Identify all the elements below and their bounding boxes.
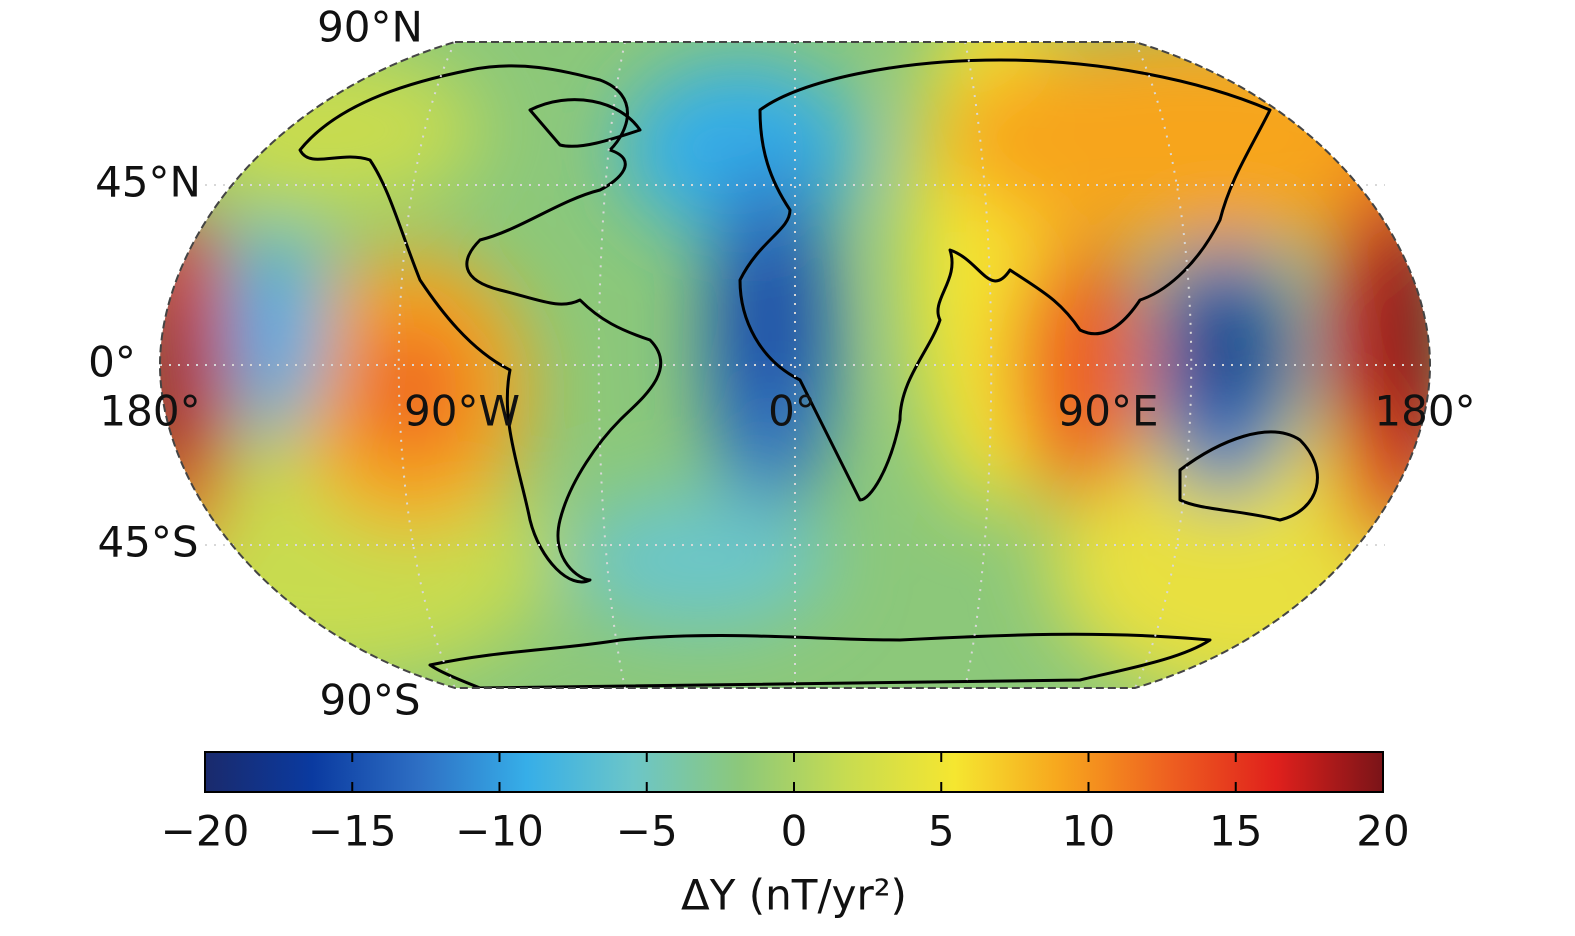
longitude-label: 180° bbox=[99, 387, 200, 436]
longitude-label: 180° bbox=[1374, 387, 1475, 436]
longitude-label: 90°E bbox=[1058, 387, 1159, 436]
colorbar-tick-label: −10 bbox=[455, 807, 544, 856]
colorbar-tick-label: 10 bbox=[1062, 807, 1115, 856]
latitude-label: 90°S bbox=[319, 676, 420, 725]
latitude-label: 90°N bbox=[317, 3, 423, 52]
field-map bbox=[160, 42, 1430, 688]
colorbar-label: ΔY (nT/yr²) bbox=[681, 871, 907, 920]
colorbar-tick-label: 5 bbox=[928, 807, 955, 856]
colorbar-tick-label: 15 bbox=[1209, 807, 1262, 856]
colorbar-tick-label: −15 bbox=[308, 807, 397, 856]
latitude-label: 45°S bbox=[97, 518, 198, 567]
colorbar-tick-label: −20 bbox=[161, 807, 250, 856]
latitude-label: 0° bbox=[88, 338, 136, 387]
latitude-label: 45°N bbox=[95, 158, 201, 207]
longitude-label: 90°W bbox=[404, 387, 520, 436]
colorbar-tick-label: 0 bbox=[781, 807, 808, 856]
colorbar-tick-label: 20 bbox=[1356, 807, 1409, 856]
colorbar-tick-label: −5 bbox=[616, 807, 678, 856]
graticule bbox=[160, 41, 1430, 689]
map-border bbox=[158, 41, 1432, 689]
longitude-label: 0° bbox=[768, 387, 816, 436]
